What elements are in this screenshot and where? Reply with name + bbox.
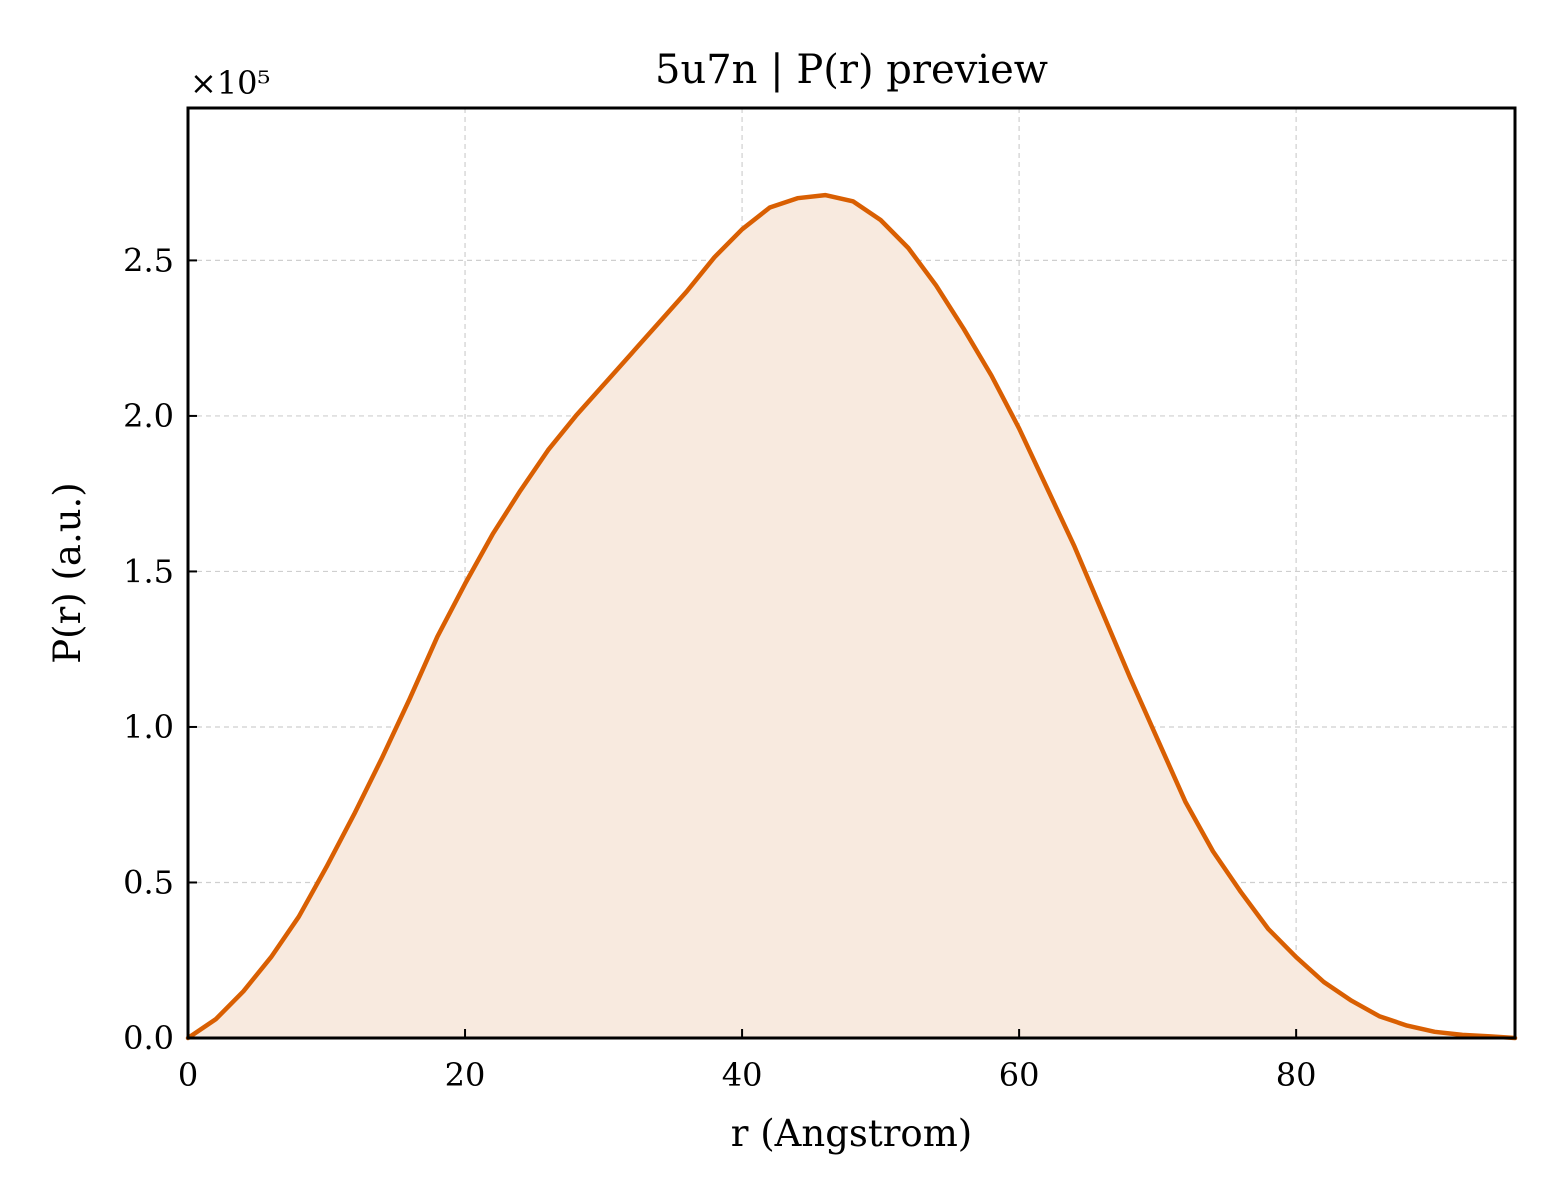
plot-frame xyxy=(186,106,1517,1040)
pr-curve-line xyxy=(185,192,1518,1041)
x-tick-label: 20 xyxy=(445,1056,486,1094)
y-tick-label: 2.0 xyxy=(123,397,174,435)
y-axis-label: P(r) (a.u.) xyxy=(46,482,89,664)
x-tick-label: 0 xyxy=(178,1056,198,1094)
x-tick-label: 40 xyxy=(722,1056,763,1094)
y-tick-label: 2.5 xyxy=(123,241,174,279)
x-axis-label: r (Angstrom) xyxy=(731,1112,972,1155)
x-tick-label: 60 xyxy=(999,1056,1040,1094)
y-tick-label: 1.5 xyxy=(123,552,174,590)
chart-title: 5u7n | P(r) preview xyxy=(655,47,1048,93)
y-tick-labels: 0.0 0.5 1.0 1.5 2.0 2.5 xyxy=(123,241,174,1057)
y-tick-label: 0.0 xyxy=(123,1019,174,1057)
x-tick-label: 80 xyxy=(1276,1056,1317,1094)
y-tick-label: 0.5 xyxy=(123,863,174,901)
y-tick-label: 1.0 xyxy=(123,708,174,746)
y-offset-label: ×10⁵ xyxy=(190,64,270,102)
x-tick-labels: 0 20 40 60 80 xyxy=(178,1056,1317,1094)
pr-area-fill xyxy=(188,195,1515,1039)
